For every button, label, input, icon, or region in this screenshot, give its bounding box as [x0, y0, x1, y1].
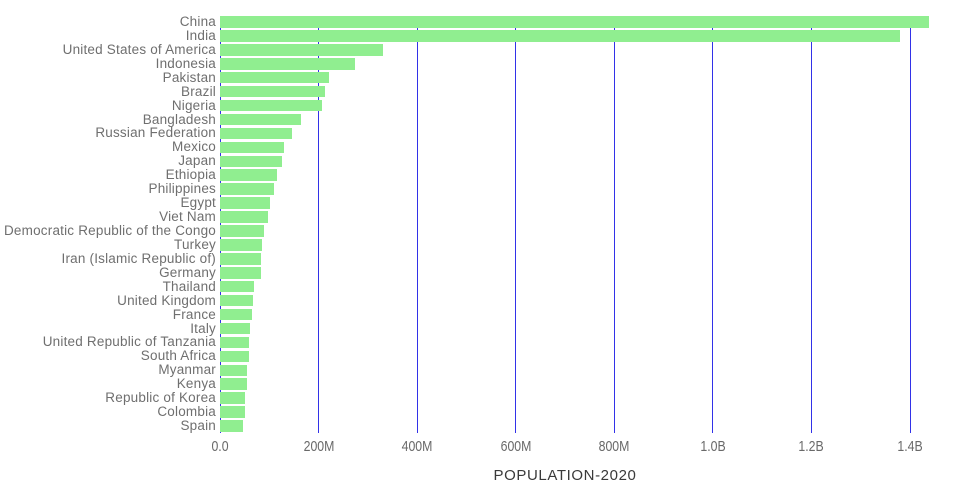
y-axis-label: Iran (Islamic Republic of): [61, 250, 216, 266]
bar: [220, 16, 930, 28]
bar: [220, 420, 244, 432]
bar: [220, 294, 254, 307]
y-axis-label: India: [185, 27, 216, 43]
bar: [220, 364, 247, 377]
gridline-200M: [318, 16, 320, 433]
gridline-1.4B: [909, 16, 911, 433]
y-axis-label: Colombia: [157, 404, 216, 420]
bar: [220, 30, 901, 42]
bar: [220, 169, 277, 181]
y-axis-label: Brazil: [181, 83, 216, 99]
bar: [220, 406, 246, 418]
y-axis-label: Japan: [178, 153, 216, 169]
y-axis-label: China: [179, 14, 216, 29]
bar: [220, 85, 325, 98]
x-axis-tick-label: 200M: [303, 438, 334, 455]
y-axis-label: Ethiopia: [165, 167, 216, 183]
bar: [220, 239, 262, 251]
bar: [220, 183, 275, 195]
x-axis-tick-label: 1.2B: [798, 438, 825, 455]
bar: [220, 44, 384, 56]
bar: [220, 378, 247, 390]
y-axis-label: Russian Federation: [95, 125, 216, 141]
gridline-1.0B: [712, 16, 714, 433]
x-axis-tick-label: 1.4B: [897, 438, 923, 455]
bar: [220, 336, 250, 349]
x-axis-tick-label: 800M: [598, 438, 630, 455]
y-axis-label: Germany: [159, 264, 216, 280]
x-axis-tick-label: 1.0B: [700, 438, 726, 455]
y-axis-label: United States of America: [62, 41, 216, 57]
bar: [220, 280, 255, 293]
gridline-800M: [613, 16, 615, 433]
y-axis-label: Italy: [190, 320, 216, 336]
bar: [220, 267, 262, 279]
y-axis-label: United Kingdom: [117, 292, 216, 308]
bar: [220, 392, 246, 404]
x-axis-tick-label: 400M: [401, 438, 433, 455]
bar: [220, 155, 283, 168]
y-axis-label: Kenya: [176, 376, 216, 392]
y-axis-label: Nigeria: [171, 97, 216, 113]
bar: [220, 225, 265, 237]
bar: [220, 58, 355, 70]
y-axis-label: Indonesia: [155, 55, 216, 71]
y-axis-label: Philippines: [148, 181, 216, 197]
y-axis-label: France: [172, 306, 216, 322]
bar: [220, 99, 322, 112]
y-axis-label: Myanmar: [158, 362, 216, 378]
bar: [220, 350, 250, 363]
y-axis-label: Mexico: [172, 139, 216, 155]
y-axis-label: Thailand: [162, 278, 216, 294]
gridline-400M: [416, 16, 418, 433]
y-axis-label: Republic of Korea: [105, 390, 216, 406]
bar: [220, 141, 284, 154]
bar: [220, 308, 253, 321]
y-axis-label: Viet Nam: [159, 209, 216, 225]
bar: [220, 253, 262, 265]
y-axis-label: Bangladesh: [142, 111, 216, 127]
gridline-600M: [515, 16, 517, 433]
bar: [220, 322, 250, 335]
gridline-1.2B: [810, 16, 812, 433]
y-axis-label: Democratic Republic of the Congo: [3, 223, 216, 238]
x-axis-tick-label: 0.0: [211, 438, 229, 455]
y-axis-label: United Republic of Tanzania: [42, 334, 216, 350]
y-axis-label: Spain: [180, 418, 216, 434]
y-axis-label: South Africa: [140, 348, 216, 364]
x-axis-title: POPULATION-2020: [493, 467, 637, 484]
gridline-0.0: [219, 16, 221, 433]
bar: [220, 127, 292, 140]
y-axis-label: Pakistan: [162, 69, 216, 85]
bar: [220, 211, 268, 223]
bar: [220, 197, 271, 209]
bar: [220, 71, 329, 84]
x-axis-tick-label: 600M: [500, 438, 532, 455]
y-axis-label: Egypt: [180, 195, 216, 211]
bar: [220, 113, 302, 126]
y-axis-label: Turkey: [174, 236, 216, 252]
